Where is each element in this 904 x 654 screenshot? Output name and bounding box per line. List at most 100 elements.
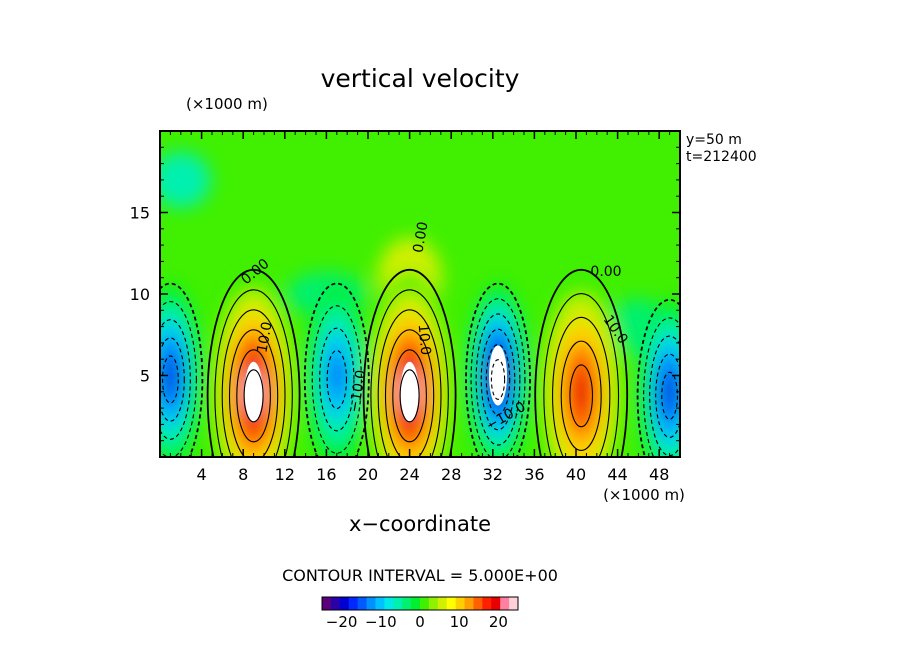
y-tick-label: 15 xyxy=(130,204,150,223)
colorbar-swatch xyxy=(446,597,457,610)
x-tick-label: 48 xyxy=(649,465,669,484)
downdraft-field xyxy=(329,352,345,399)
colorbar-swatch xyxy=(482,597,492,610)
colorbar xyxy=(321,596,519,611)
annotation-t: t=212400 xyxy=(686,149,757,165)
contour-label: −10.0 xyxy=(346,369,369,414)
x-tick-label: 20 xyxy=(358,465,378,484)
downdraft-contour xyxy=(661,371,678,420)
downdraft-contour xyxy=(643,317,680,457)
updraft-contour xyxy=(206,268,301,457)
velocity-field xyxy=(160,131,680,457)
colorbar-swatch xyxy=(348,597,359,610)
downdraft-contour xyxy=(311,305,362,454)
colorbar-swatch xyxy=(464,597,474,610)
updraft-contour xyxy=(560,340,602,452)
colorbar-swatch xyxy=(437,597,448,610)
colorbar-swatch xyxy=(509,597,519,610)
updraft-contour xyxy=(236,349,271,443)
updraft-core xyxy=(244,361,263,422)
updraft-contour xyxy=(377,309,442,457)
colorbar-tick-label: 0 xyxy=(415,613,425,631)
x-tick-label: 12 xyxy=(275,465,295,484)
colorbar-swatch xyxy=(384,597,394,610)
x-tick-label: 32 xyxy=(483,465,503,484)
colorbar-tick-label: 10 xyxy=(450,613,469,631)
x-tick-label: 24 xyxy=(399,465,419,484)
downdraft-contour xyxy=(160,319,191,440)
contour-interval-text: CONTOUR INTERVAL = 5.000E+00 xyxy=(282,566,558,585)
y-unit-label: (×1000 m) xyxy=(186,95,268,113)
downdraft-contour xyxy=(162,355,179,404)
updraft-contour xyxy=(569,364,594,428)
downdraft-contour xyxy=(490,359,506,400)
colorbar-swatch xyxy=(402,597,412,610)
colorbar-swatch xyxy=(411,597,421,610)
updraft-contour xyxy=(221,309,286,457)
downdraft-contour xyxy=(470,298,526,457)
downdraft-contour xyxy=(465,282,531,457)
contour-label: 0.00 xyxy=(590,264,621,280)
y-axis: 5 10 15 xyxy=(130,146,680,442)
x-axis-label: x−coordinate xyxy=(349,512,491,536)
updraft-contour xyxy=(228,329,279,457)
downdraft-contour xyxy=(160,282,204,457)
colorbar-swatch xyxy=(491,597,501,610)
colorbar-swatch xyxy=(366,597,376,610)
x-tick-label: 44 xyxy=(607,465,627,484)
colorbar-swatch xyxy=(357,597,368,610)
x-tick-label: 36 xyxy=(524,465,544,484)
downdraft-contour xyxy=(655,353,680,438)
downdraft-contour xyxy=(160,337,185,422)
y-tick-label: 5 xyxy=(140,367,150,386)
updraft-contour xyxy=(370,289,449,457)
x-tick-label: 28 xyxy=(441,465,461,484)
downdraft-field xyxy=(663,373,676,411)
downdraft-field xyxy=(164,357,177,394)
updraft-core xyxy=(400,361,419,422)
chart-title: vertical velocity xyxy=(321,64,520,93)
colorbar-tick-label: 20 xyxy=(489,613,508,631)
colorbar-tick-label: −10 xyxy=(365,613,397,631)
updraft-contour xyxy=(552,316,611,457)
x-tick-label: 40 xyxy=(566,465,586,484)
updraft-contour xyxy=(384,329,435,457)
downdraft-contour xyxy=(319,327,355,432)
updraft-contour xyxy=(362,268,457,457)
updraft-field xyxy=(572,367,590,416)
annotation-y: y=50 m xyxy=(686,132,742,148)
contour-label: 10.0 xyxy=(254,321,275,354)
downdraft-contour xyxy=(480,328,516,431)
updraft-contour xyxy=(399,369,420,423)
colorbar-tick-labels: −20 −10 0 10 20 xyxy=(326,613,508,631)
contour-label: 0.00 xyxy=(410,221,431,254)
y-tick-label: 10 xyxy=(130,285,150,304)
updraft-contour xyxy=(543,293,620,457)
x-tick-label: 8 xyxy=(238,465,248,484)
downdraft-contour xyxy=(160,301,197,457)
colorbar-swatch xyxy=(330,597,341,610)
contour-label: 10.0 xyxy=(415,323,434,355)
colorbar-swatch xyxy=(428,597,439,610)
colorbar-swatch xyxy=(455,597,466,610)
downdraft-contour xyxy=(303,282,370,457)
x-unit-label: (×1000 m) xyxy=(603,486,685,504)
colorbar-tick-label: −20 xyxy=(326,613,358,631)
colorbar-swatch xyxy=(375,597,385,610)
contour-lines xyxy=(160,268,680,457)
downdraft-core xyxy=(489,345,507,406)
x-axis: 4 8 12 16 20 24 28 32 36 40 44 48 xyxy=(169,131,671,484)
updraft-contour xyxy=(534,268,629,457)
x-tick-label: 4 xyxy=(197,465,207,484)
updraft-contour xyxy=(243,369,264,423)
colorbar-swatch xyxy=(500,597,510,610)
downdraft-contour xyxy=(636,298,680,457)
field-weak-negative xyxy=(160,151,211,208)
colorbar-swatch xyxy=(339,597,350,610)
updraft-contour xyxy=(214,289,293,457)
colorbar-swatch xyxy=(322,597,332,610)
colorbar-swatch xyxy=(420,597,430,610)
colorbar-swatch xyxy=(473,597,483,610)
